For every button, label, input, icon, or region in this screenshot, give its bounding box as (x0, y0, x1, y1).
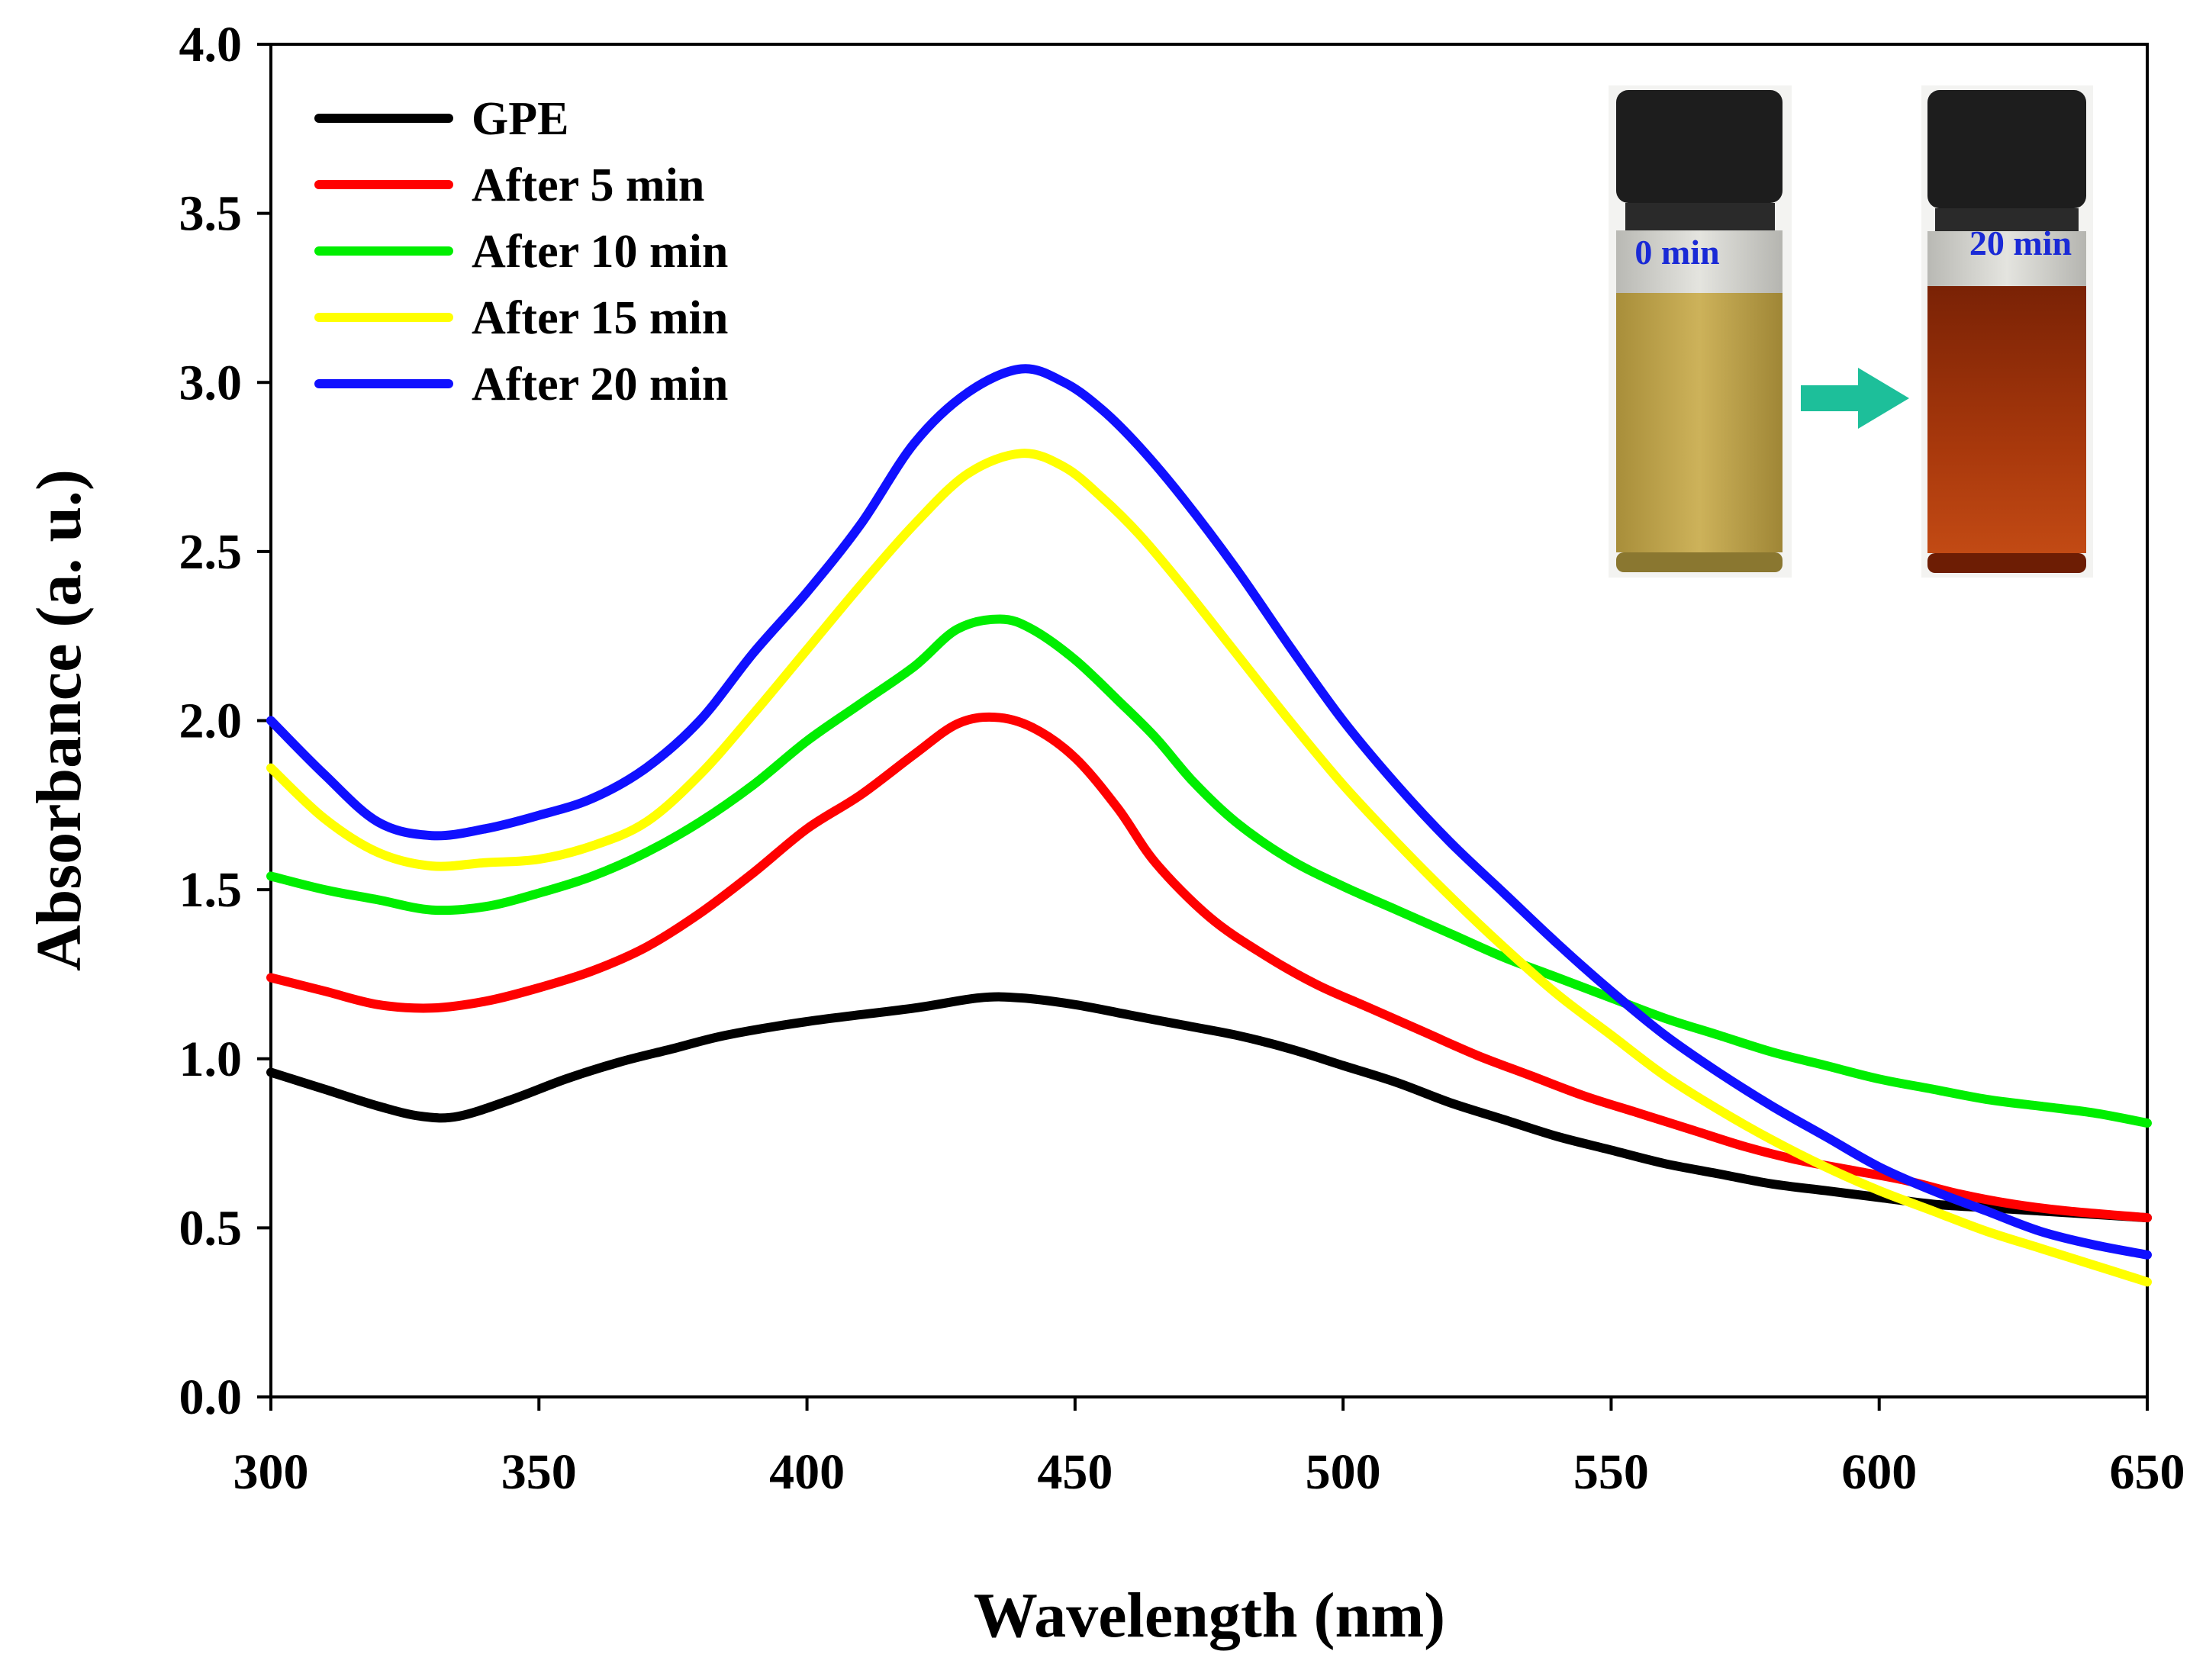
y-tick-label: 4.0 (179, 17, 243, 72)
legend-label: After 20 min (472, 359, 728, 410)
series-line-after-15-min (266, 449, 2152, 1287)
series-line-gpe (266, 992, 2152, 1223)
y-axis-title: Absorbance (a. u.) (24, 469, 95, 971)
y-tick-label: 2.0 (179, 694, 243, 749)
vial-photo-inset: 0 min 20 min (1609, 85, 2093, 578)
legend-label: After 15 min (472, 292, 728, 344)
vial-after-label: 20 min (1969, 224, 2072, 262)
legend: GPE After 5 min After 10 min After 15 min Af… (314, 93, 728, 410)
vial-after-liquid (1927, 286, 2086, 553)
x-axis-title: Wavelength (nm) (974, 1580, 1445, 1651)
series-line-after-5-min (266, 712, 2152, 1223)
y-tick-label: 1.0 (179, 1031, 243, 1087)
vial-before-liquid (1616, 293, 1783, 552)
vial-before-cap (1616, 90, 1783, 203)
vial-after-glass (1927, 231, 2086, 286)
vial-after: 20 min (1921, 85, 2093, 578)
x-tick-label: 450 (1037, 1444, 1113, 1500)
vial-before-glass (1616, 230, 1783, 293)
x-tick-label: 400 (769, 1444, 845, 1500)
y-tick-label: 1.5 (179, 862, 243, 918)
legend-label: GPE (472, 93, 568, 145)
x-tick-label: 350 (501, 1444, 577, 1500)
series-layer (266, 364, 2152, 1287)
x-tick-label: 600 (1841, 1444, 1917, 1500)
x-tick-label: 300 (233, 1444, 309, 1500)
series-line-after-10-min (266, 614, 2152, 1128)
y-tick-label: 2.5 (179, 524, 243, 580)
y-tick-label: 3.0 (179, 355, 243, 410)
vial-before-label: 0 min (1634, 233, 1719, 272)
arrow-right-icon (1801, 368, 1909, 429)
vial-before: 0 min (1609, 85, 1792, 578)
y-tick-label: 3.5 (179, 186, 243, 242)
y-tick-label: 0.0 (179, 1369, 243, 1425)
legend-label: After 10 min (472, 226, 728, 278)
vial-after-cap (1927, 90, 2086, 208)
ticks-layer: 0.0 0.5 1.0 1.5 2.0 2.5 3.0 3.5 4.0 300 350 400 450 5… (179, 17, 2185, 1500)
x-tick-label: 550 (1573, 1444, 1649, 1500)
y-tick-label: 0.5 (179, 1200, 243, 1256)
x-tick-label: 500 (1306, 1444, 1381, 1500)
x-tick-label: 650 (2110, 1444, 2185, 1500)
legend-label: After 5 min (472, 159, 704, 211)
series-line-after-20-min (266, 364, 2152, 1260)
